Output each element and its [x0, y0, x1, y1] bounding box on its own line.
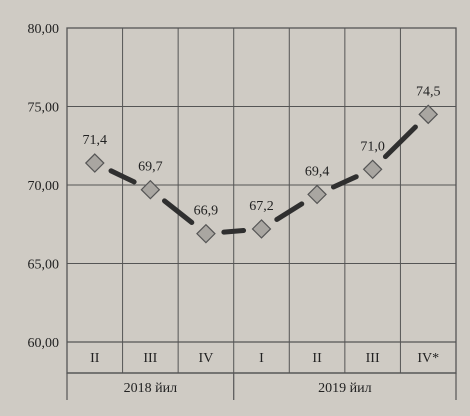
axis-layer: 60,00 65,00 70,00 75,00 80,00 2018 йил 2019 йи…	[28, 22, 457, 400]
y-tick-label: 60,00	[28, 336, 60, 351]
data-point	[140, 179, 161, 200]
y-tick-label: 70,00	[28, 179, 60, 194]
x-tick-label: II	[90, 351, 100, 366]
data-label: 67,2	[249, 199, 274, 214]
x-tick-label: III	[143, 351, 157, 366]
data-label: 71,0	[360, 139, 385, 154]
x-tick-label: IV*	[417, 351, 439, 366]
series-line-segment	[221, 227, 247, 235]
x-tick-label: IV	[199, 351, 214, 366]
data-label: 69,7	[138, 160, 163, 175]
data-point	[307, 184, 327, 205]
label-layer: 71,4 69,7 66,9 67,2 69,4 71,0 74,5	[83, 84, 441, 218]
series-line-segment	[161, 198, 195, 226]
data-label: 69,4	[305, 164, 330, 179]
group-label: 2019 йил	[318, 381, 371, 396]
line-layer	[108, 124, 418, 235]
group-label: 2018 йил	[124, 381, 177, 396]
x-tick-label: II	[312, 351, 322, 366]
grid-layer	[67, 28, 456, 373]
data-point	[196, 223, 216, 244]
data-label: 71,4	[83, 133, 108, 148]
series-line-segment	[330, 174, 359, 190]
marker-layer	[84, 104, 439, 244]
y-tick-label: 65,00	[28, 258, 60, 273]
y-tick-label: 75,00	[28, 101, 60, 116]
data-point	[362, 159, 383, 180]
data-point	[84, 153, 105, 173]
x-tick-label: III	[366, 351, 380, 366]
series-line-segment	[382, 124, 418, 160]
series-line-segment	[274, 201, 305, 222]
data-label: 74,5	[416, 84, 441, 99]
data-point	[418, 104, 439, 125]
data-point	[251, 219, 272, 239]
data-label: 66,9	[194, 204, 219, 219]
x-tick-label: I	[259, 351, 264, 366]
y-tick-label: 80,00	[28, 22, 60, 37]
series-line-segment	[108, 168, 137, 185]
